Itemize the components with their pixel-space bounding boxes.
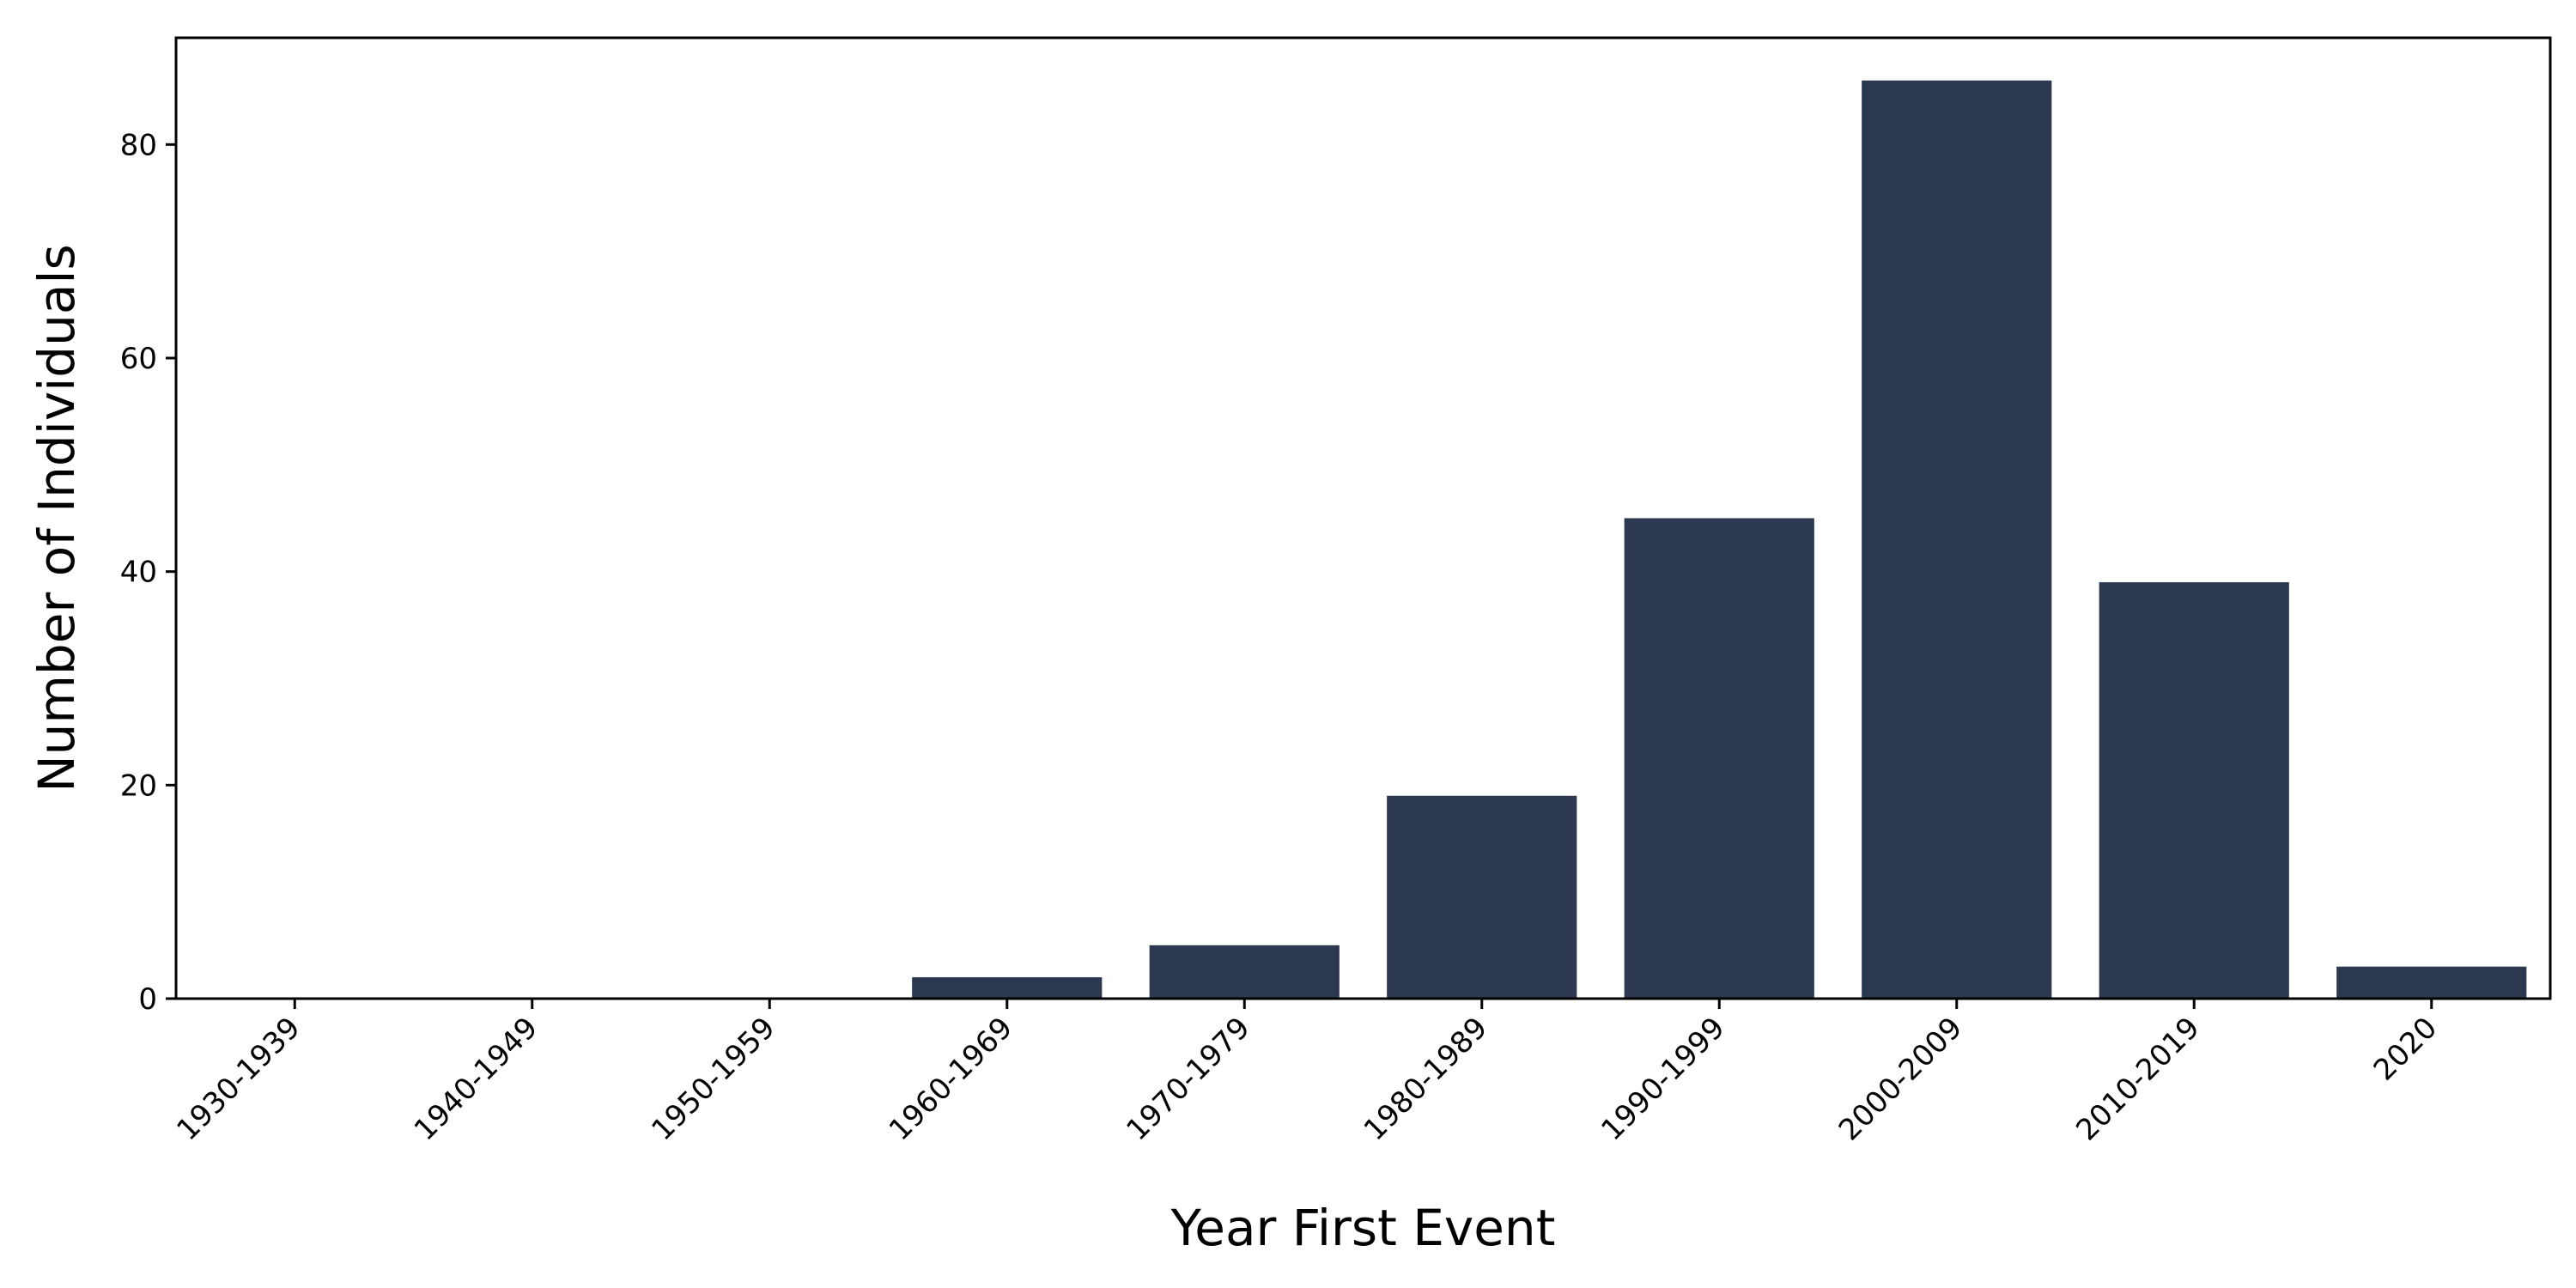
x-tick-label: 1960-1969: [883, 1011, 1019, 1147]
x-tick-label: 2010-2019: [2069, 1011, 2206, 1147]
x-tick-label: 1970-1979: [1120, 1011, 1256, 1147]
x-axis: 1930-1939 1940-1949 1950-1959 1960-1969 1970…: [170, 999, 2444, 1147]
y-tick-label: 0: [138, 982, 157, 1017]
x-axis-title: Year First Event: [1170, 1199, 1556, 1257]
bar-1960-1969: [912, 977, 1103, 999]
x-tick-label: 1980-1989: [1358, 1011, 1494, 1147]
x-tick-label: 1930-1939: [170, 1011, 307, 1147]
bar-1990-1999: [1624, 518, 1814, 999]
bar-1980-1989: [1387, 795, 1577, 999]
y-tick-label: 20: [120, 769, 157, 803]
bars: [912, 80, 2527, 999]
plot-area-frame: [174, 36, 2552, 1000]
x-tick-label: 2020: [2367, 1011, 2444, 1087]
y-tick-label: 40: [120, 556, 157, 590]
x-tick-label: 1950-1959: [645, 1011, 781, 1147]
bar-2010-2019: [2099, 582, 2289, 999]
bar-1970-1979: [1149, 945, 1340, 999]
x-tick-label: 1940-1949: [408, 1011, 544, 1147]
y-axis-title: Number of Individuals: [27, 244, 86, 792]
x-tick-label: 2000-2009: [1832, 1011, 1969, 1147]
y-tick-label: 80: [120, 128, 157, 162]
y-axis: 0 20 40 60 80: [120, 128, 176, 1017]
y-tick-label: 60: [120, 342, 157, 376]
bar-2000-2009: [1862, 80, 2052, 999]
x-tick-label: 1990-1999: [1595, 1011, 1731, 1147]
bar-2020: [2336, 966, 2527, 999]
